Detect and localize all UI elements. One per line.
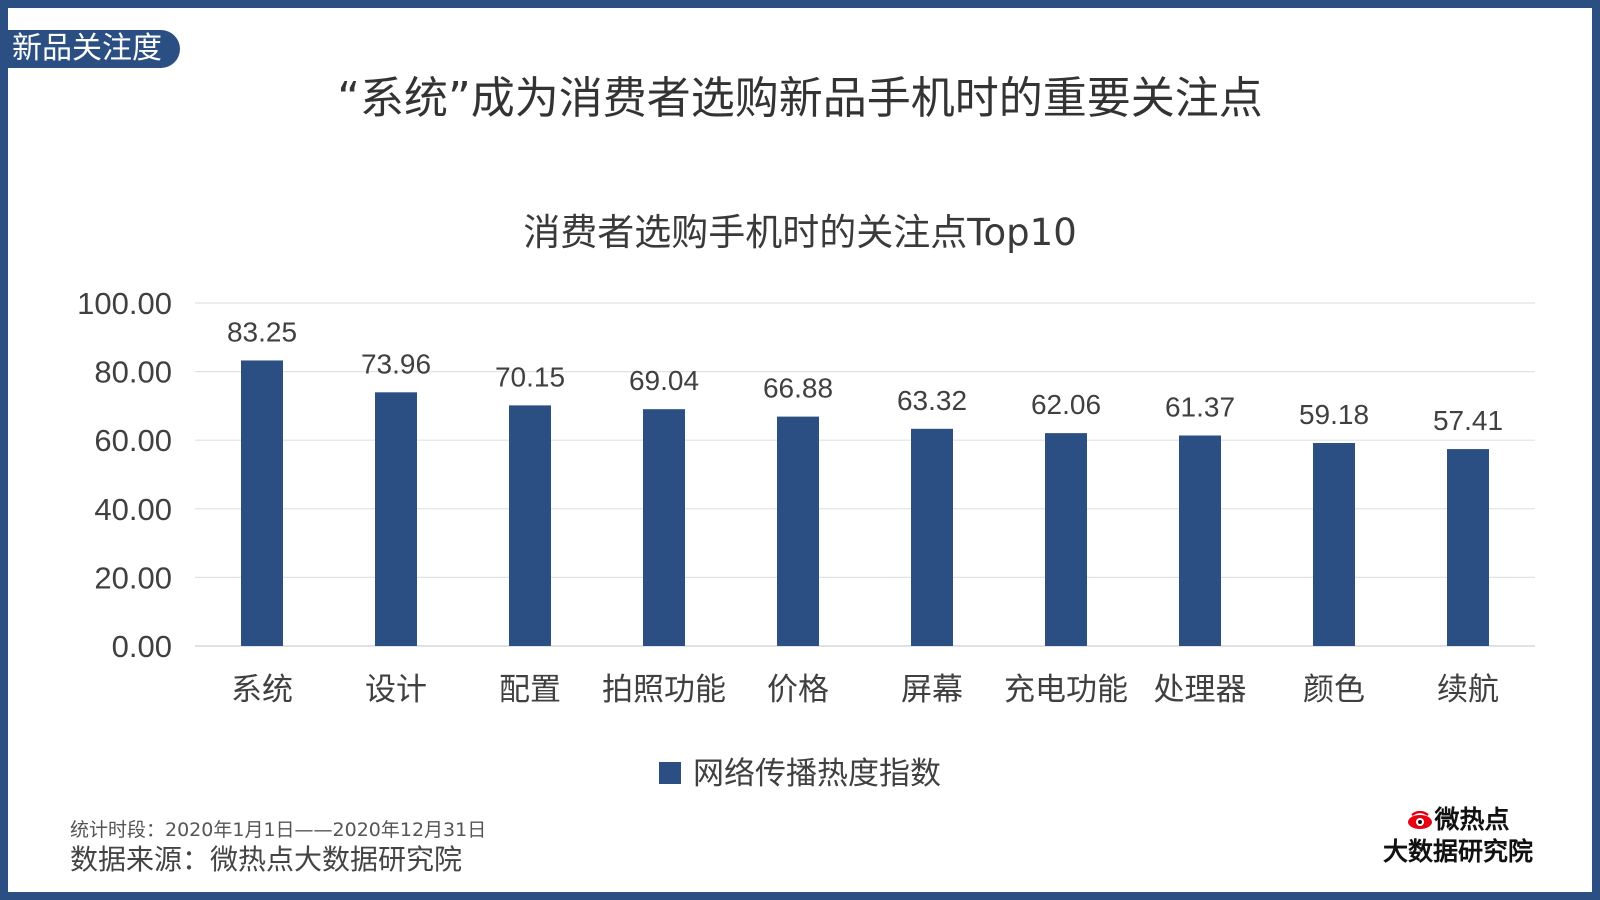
data-label: 66.88 xyxy=(763,373,833,404)
data-label: 57.41 xyxy=(1433,405,1503,436)
data-label: 63.32 xyxy=(897,385,967,416)
data-label: 61.37 xyxy=(1165,392,1235,423)
data-label: 73.96 xyxy=(361,348,431,379)
eye-logo-icon xyxy=(1408,811,1433,829)
bar xyxy=(1313,443,1355,646)
brand-subtitle: 大数据研究院 xyxy=(1382,837,1533,866)
legend-swatch xyxy=(659,761,681,784)
bar xyxy=(509,405,551,646)
y-tick-label: 80.00 xyxy=(94,355,172,390)
x-tick-label: 充电功能 xyxy=(1004,672,1128,708)
brand-logo: 微热点 大数据研究院 xyxy=(1368,804,1548,868)
legend-label: 网络传播热度指数 xyxy=(693,756,941,792)
bar xyxy=(241,360,283,646)
x-tick-label: 颜色 xyxy=(1303,672,1365,708)
x-tick-label: 处理器 xyxy=(1154,672,1247,708)
bar xyxy=(777,416,819,646)
data-source: 数据来源：微热点大数据研究院 xyxy=(70,843,463,876)
y-tick-label: 60.00 xyxy=(94,423,172,458)
page-title: “系统”成为消费者选购新品手机时的重要关注点 xyxy=(337,73,1263,124)
chart-title: 消费者选购手机时的关注点Top10 xyxy=(523,211,1077,254)
stat-period: 统计时段：2020年1月1日——2020年12月31日 xyxy=(70,819,487,841)
x-tick-label: 屏幕 xyxy=(901,672,963,708)
y-tick-label: 0.00 xyxy=(112,629,172,664)
data-label: 70.15 xyxy=(495,361,565,392)
x-tick-label: 设计 xyxy=(365,672,427,708)
section-tag: 新品关注度 xyxy=(0,30,180,68)
bar xyxy=(1179,435,1221,646)
chart-legend: 网络传播热度指数 xyxy=(0,748,1600,793)
y-tick-label: 40.00 xyxy=(94,492,172,527)
bar xyxy=(375,392,417,646)
data-label: 69.04 xyxy=(629,365,699,396)
bar xyxy=(643,409,685,646)
x-tick-label: 续航 xyxy=(1437,672,1499,708)
data-label: 83.25 xyxy=(227,316,297,347)
bar xyxy=(1447,449,1489,646)
bar xyxy=(1045,433,1087,646)
x-tick-label: 系统 xyxy=(231,672,293,708)
data-label: 62.06 xyxy=(1031,389,1101,420)
brand-name: 微热点 xyxy=(1434,805,1510,834)
data-label: 59.18 xyxy=(1299,399,1369,430)
x-tick-label: 配置 xyxy=(499,672,561,708)
y-tick-label: 20.00 xyxy=(94,560,172,595)
x-tick-label: 拍照功能 xyxy=(602,672,726,708)
y-tick-label: 100.00 xyxy=(77,286,172,321)
bar xyxy=(911,428,953,646)
x-tick-label: 价格 xyxy=(767,672,829,708)
